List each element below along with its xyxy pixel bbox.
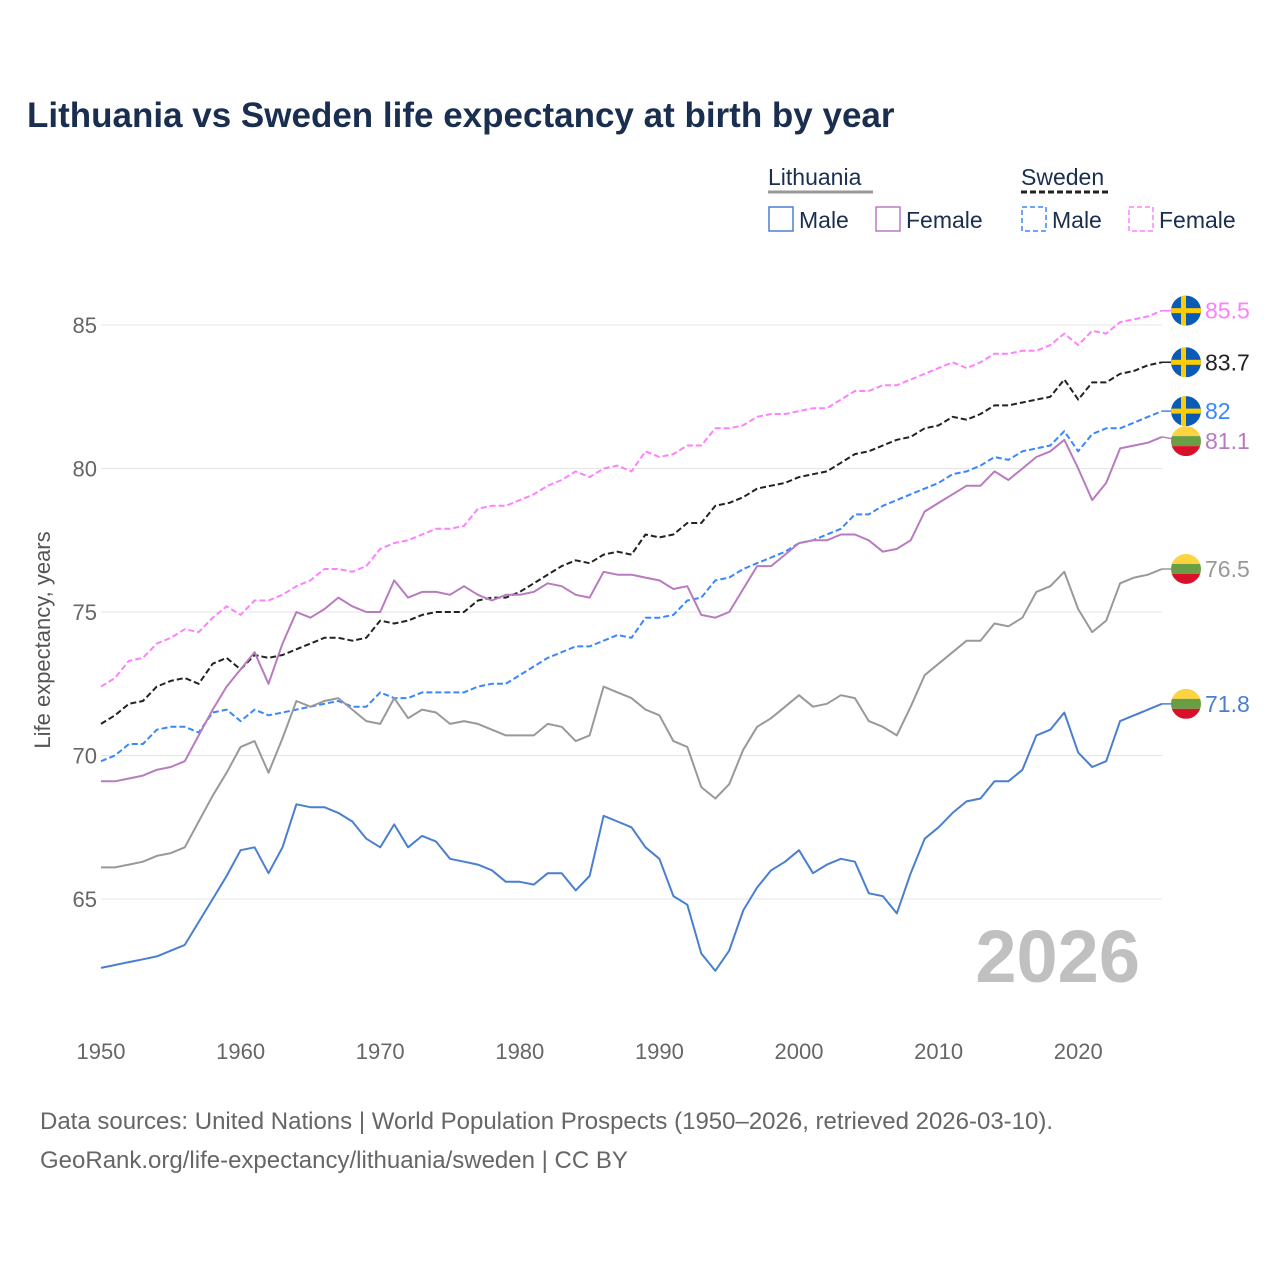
lithuania-flag-icon xyxy=(1171,426,1201,457)
end-value-label: 82 xyxy=(1205,398,1231,424)
series-line-lithuania-female xyxy=(101,435,1163,783)
legend-item-female: Female xyxy=(1159,207,1236,233)
end-value-label: 83.7 xyxy=(1205,349,1250,375)
x-tick-label: 1960 xyxy=(216,1039,265,1064)
series-line-lithuania-male xyxy=(100,702,1163,972)
legend-group-sweden: Sweden xyxy=(1021,164,1104,190)
x-tick-label: 1980 xyxy=(495,1039,544,1064)
end-value-label: 85.5 xyxy=(1205,298,1250,324)
legend-group-lithuania: Lithuania xyxy=(768,164,862,190)
legend-swatch-male xyxy=(768,206,794,232)
x-tick-label: 1970 xyxy=(356,1039,405,1064)
end-value-label: 81.1 xyxy=(1205,428,1250,454)
end-value-label: 71.8 xyxy=(1205,691,1250,717)
sweden-flag-icon xyxy=(1171,295,1201,326)
legend-swatch-male xyxy=(1021,206,1047,232)
series-line-lithuania-total xyxy=(101,568,1163,869)
series-line-sweden-female xyxy=(100,309,1163,688)
x-tick-label: 2020 xyxy=(1054,1039,1103,1064)
end-value-label: 76.5 xyxy=(1205,556,1250,582)
lithuania-flag-icon xyxy=(1171,553,1201,584)
x-tick-label: 2010 xyxy=(914,1039,963,1064)
y-tick-label: 80 xyxy=(73,457,97,482)
sweden-flag-icon xyxy=(1171,347,1201,378)
legend-item-male: Male xyxy=(799,207,849,233)
year-watermark: 2026 xyxy=(975,915,1140,998)
y-tick-label: 75 xyxy=(73,600,97,625)
series-line-sweden-total xyxy=(100,361,1163,725)
chart-title: Lithuania vs Sweden life expectancy at b… xyxy=(27,96,895,135)
y-tick-label: 70 xyxy=(73,744,97,769)
footer-sources: Data sources: United Nations | World Pop… xyxy=(40,1108,1054,1135)
lithuania-flag-icon xyxy=(1171,688,1201,719)
legend-item-male: Male xyxy=(1052,207,1102,233)
y-tick-label: 85 xyxy=(73,313,97,338)
sweden-flag-icon xyxy=(1171,396,1201,427)
footer-credit[interactable]: GeoRank.org/life-expectancy/lithuania/sw… xyxy=(40,1147,628,1174)
y-tick-label: 65 xyxy=(73,887,97,912)
series-line-sweden-male xyxy=(100,410,1163,763)
legend-swatch-female xyxy=(1128,206,1154,232)
legend-swatch-female xyxy=(875,206,901,232)
x-tick-label: 1950 xyxy=(77,1039,126,1064)
y-axis-label: Life expectancy, years xyxy=(30,531,55,748)
x-tick-label: 1990 xyxy=(635,1039,684,1064)
x-tick-label: 2000 xyxy=(775,1039,824,1064)
legend-item-female: Female xyxy=(906,207,983,233)
